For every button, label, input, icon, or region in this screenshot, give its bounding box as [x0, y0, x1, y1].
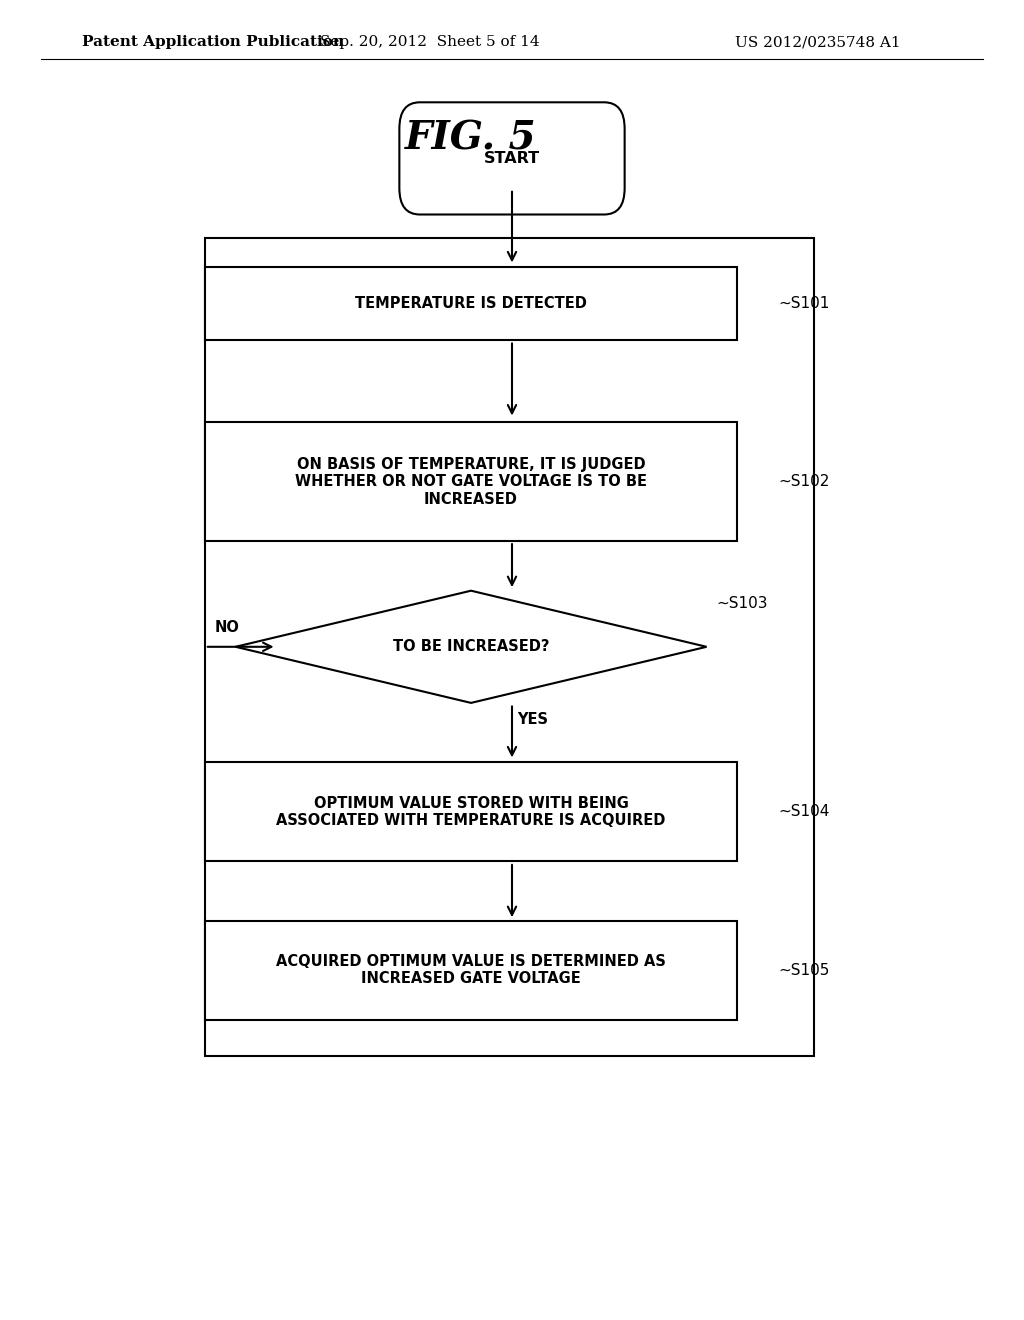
Text: ~S105: ~S105	[778, 962, 829, 978]
Polygon shape	[236, 591, 707, 702]
Text: ~S101: ~S101	[778, 296, 829, 312]
Text: ~S102: ~S102	[778, 474, 829, 490]
Text: TO BE INCREASED?: TO BE INCREASED?	[393, 639, 549, 655]
Text: ~S103: ~S103	[717, 597, 768, 611]
Text: FIG. 5: FIG. 5	[406, 120, 537, 157]
Text: ON BASIS OF TEMPERATURE, IT IS JUDGED
WHETHER OR NOT GATE VOLTAGE IS TO BE
INCRE: ON BASIS OF TEMPERATURE, IT IS JUDGED WH…	[295, 457, 647, 507]
Text: NO: NO	[215, 619, 240, 635]
FancyBboxPatch shape	[205, 422, 737, 541]
Text: Sep. 20, 2012  Sheet 5 of 14: Sep. 20, 2012 Sheet 5 of 14	[321, 36, 540, 49]
FancyBboxPatch shape	[205, 267, 737, 339]
Text: US 2012/0235748 A1: US 2012/0235748 A1	[735, 36, 901, 49]
Text: ACQUIRED OPTIMUM VALUE IS DETERMINED AS
INCREASED GATE VOLTAGE: ACQUIRED OPTIMUM VALUE IS DETERMINED AS …	[276, 954, 666, 986]
FancyBboxPatch shape	[205, 762, 737, 861]
FancyBboxPatch shape	[399, 103, 625, 214]
FancyBboxPatch shape	[205, 921, 737, 1019]
Text: OPTIMUM VALUE STORED WITH BEING
ASSOCIATED WITH TEMPERATURE IS ACQUIRED: OPTIMUM VALUE STORED WITH BEING ASSOCIAT…	[276, 796, 666, 828]
Text: START: START	[484, 150, 540, 166]
Text: ~S104: ~S104	[778, 804, 829, 820]
Text: Patent Application Publication: Patent Application Publication	[82, 36, 344, 49]
Text: YES: YES	[517, 711, 548, 727]
Text: TEMPERATURE IS DETECTED: TEMPERATURE IS DETECTED	[355, 296, 587, 312]
